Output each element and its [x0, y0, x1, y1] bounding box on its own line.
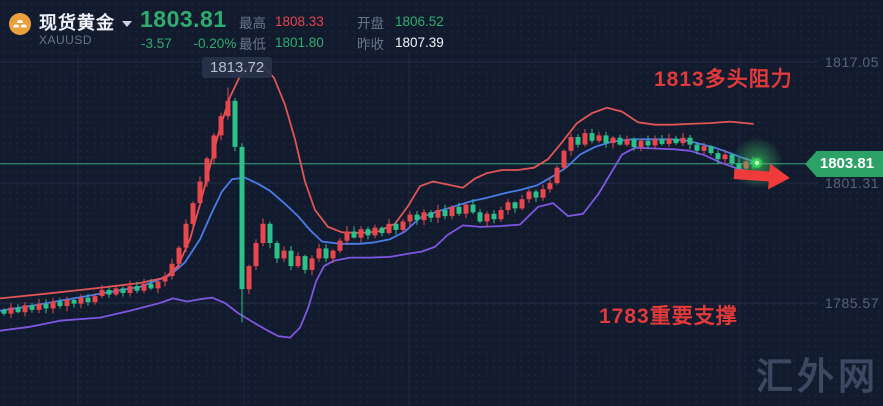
- y-axis-label-1785: 1785.57: [824, 295, 879, 311]
- symbol-code: XAUUSD: [39, 33, 93, 47]
- last-price: 1803.81: [140, 6, 227, 32]
- resistance-annotation: 1813多头阻力: [654, 68, 793, 91]
- stat-label-high: 最高: [239, 15, 266, 31]
- symbol-name: 现货黄金: [39, 13, 115, 33]
- site-watermark: 汇外网: [756, 356, 879, 397]
- stat-label-low: 最低: [239, 36, 266, 52]
- symbol-selector[interactable]: 现货黄金: [39, 9, 132, 35]
- stat-label-prev-close: 昨收: [357, 36, 384, 52]
- stat-value-low: 1801.80: [275, 35, 324, 50]
- quote-stats: 最高 1808.33 开盘 1806.52 最低 1801.80 昨收 1807…: [239, 11, 479, 53]
- stat-value-high: 1808.33: [275, 14, 324, 29]
- y-axis-label-1817: 1817.05: [824, 54, 879, 70]
- quote-header: 现货黄金 XAUUSD 1803.81 -3.57 -0.20% 最高 1808…: [0, 0, 883, 55]
- price-change: -3.57: [141, 36, 172, 51]
- gold-coin-icon: [9, 13, 31, 35]
- price-change-row: -3.57 -0.20%: [141, 36, 236, 51]
- support-annotation: 1783重要支撑: [599, 305, 738, 328]
- peak-price-label: 1813.72: [202, 57, 273, 78]
- chevron-down-icon: [122, 21, 132, 27]
- y-axis-label-1801: 1801.31: [824, 175, 879, 191]
- current-price-tag: 1803.81: [805, 151, 883, 177]
- stat-label-open: 开盘: [357, 15, 384, 31]
- stat-value-prev-close: 1807.39: [395, 35, 444, 50]
- price-change-percent: -0.20%: [193, 36, 237, 51]
- stat-value-open: 1806.52: [395, 14, 444, 29]
